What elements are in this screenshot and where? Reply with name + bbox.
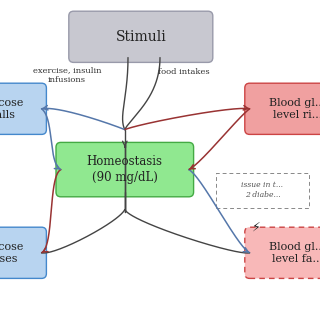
Text: ⚡: ⚡	[252, 221, 260, 234]
Text: exercise, insulin
infusions: exercise, insulin infusions	[33, 66, 101, 84]
Text: Blood gl...
level fa...: Blood gl... level fa...	[269, 242, 320, 264]
Text: Stimuli: Stimuli	[116, 30, 166, 44]
Text: d glucose
el rises: d glucose el rises	[0, 242, 23, 264]
Text: Blood gl...
level ri...: Blood gl... level ri...	[269, 98, 320, 120]
FancyBboxPatch shape	[69, 11, 213, 62]
Text: issue in t...
2 diabe...: issue in t... 2 diabe...	[241, 181, 284, 199]
Text: d glucose
el falls: d glucose el falls	[0, 98, 23, 120]
FancyBboxPatch shape	[56, 142, 194, 197]
FancyBboxPatch shape	[216, 173, 309, 208]
FancyBboxPatch shape	[245, 227, 320, 278]
FancyBboxPatch shape	[245, 83, 320, 134]
FancyBboxPatch shape	[0, 83, 46, 134]
Text: Homeostasis
(90 mg/dL): Homeostasis (90 mg/dL)	[87, 155, 163, 184]
FancyBboxPatch shape	[0, 227, 46, 278]
Text: food intakes: food intakes	[158, 68, 210, 76]
